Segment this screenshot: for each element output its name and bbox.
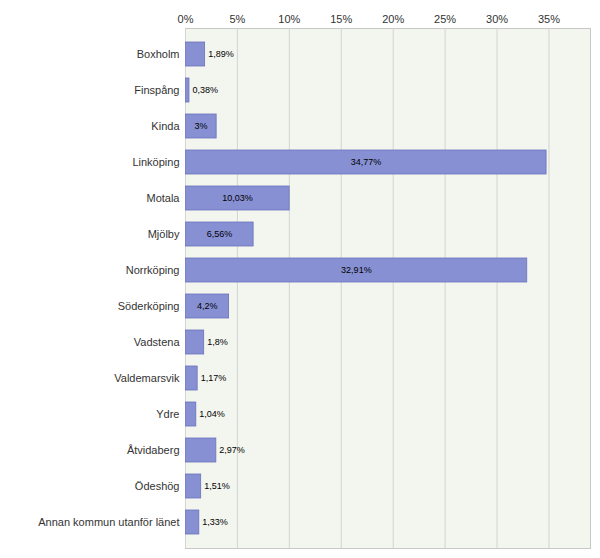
svg-text:3%: 3% [195, 121, 208, 131]
svg-text:20%: 20% [382, 13, 404, 25]
svg-text:1,51%: 1,51% [204, 481, 230, 491]
svg-text:25%: 25% [434, 13, 456, 25]
svg-text:Ödeshög: Ödeshög [135, 480, 180, 492]
svg-text:0%: 0% [178, 13, 194, 25]
svg-text:Åtvidaberg: Åtvidaberg [127, 444, 180, 456]
svg-text:6,56%: 6,56% [207, 229, 233, 239]
svg-text:5%: 5% [229, 13, 245, 25]
svg-text:1,04%: 1,04% [199, 409, 225, 419]
svg-text:Vadstena: Vadstena [134, 336, 181, 348]
svg-text:Linköping: Linköping [132, 156, 179, 168]
svg-text:15%: 15% [330, 13, 352, 25]
svg-text:10,03%: 10,03% [222, 193, 253, 203]
svg-text:Ydre: Ydre [156, 408, 179, 420]
svg-text:Annan kommun utanför länet: Annan kommun utanför länet [38, 516, 179, 528]
svg-text:Mjölby: Mjölby [148, 228, 180, 240]
svg-text:Boxholm: Boxholm [137, 48, 180, 60]
svg-text:4,2%: 4,2% [197, 301, 218, 311]
svg-text:35%: 35% [538, 13, 560, 25]
svg-text:0,38%: 0,38% [192, 85, 218, 95]
svg-text:34,77%: 34,77% [351, 157, 382, 167]
svg-text:Valdemarsvik: Valdemarsvik [114, 372, 180, 384]
svg-text:Söderköping: Söderköping [118, 300, 180, 312]
svg-text:Norrköping: Norrköping [126, 264, 180, 276]
svg-text:Motala: Motala [146, 192, 180, 204]
svg-text:32,91%: 32,91% [341, 265, 372, 275]
svg-text:10%: 10% [278, 13, 300, 25]
svg-text:1,33%: 1,33% [202, 517, 228, 527]
svg-text:1,8%: 1,8% [207, 337, 228, 347]
svg-text:1,89%: 1,89% [208, 49, 234, 59]
svg-text:30%: 30% [486, 13, 508, 25]
svg-text:1,17%: 1,17% [201, 373, 227, 383]
svg-text:2,97%: 2,97% [219, 445, 245, 455]
svg-text:Kinda: Kinda [151, 120, 180, 132]
svg-text:Finspång: Finspång [134, 84, 179, 96]
